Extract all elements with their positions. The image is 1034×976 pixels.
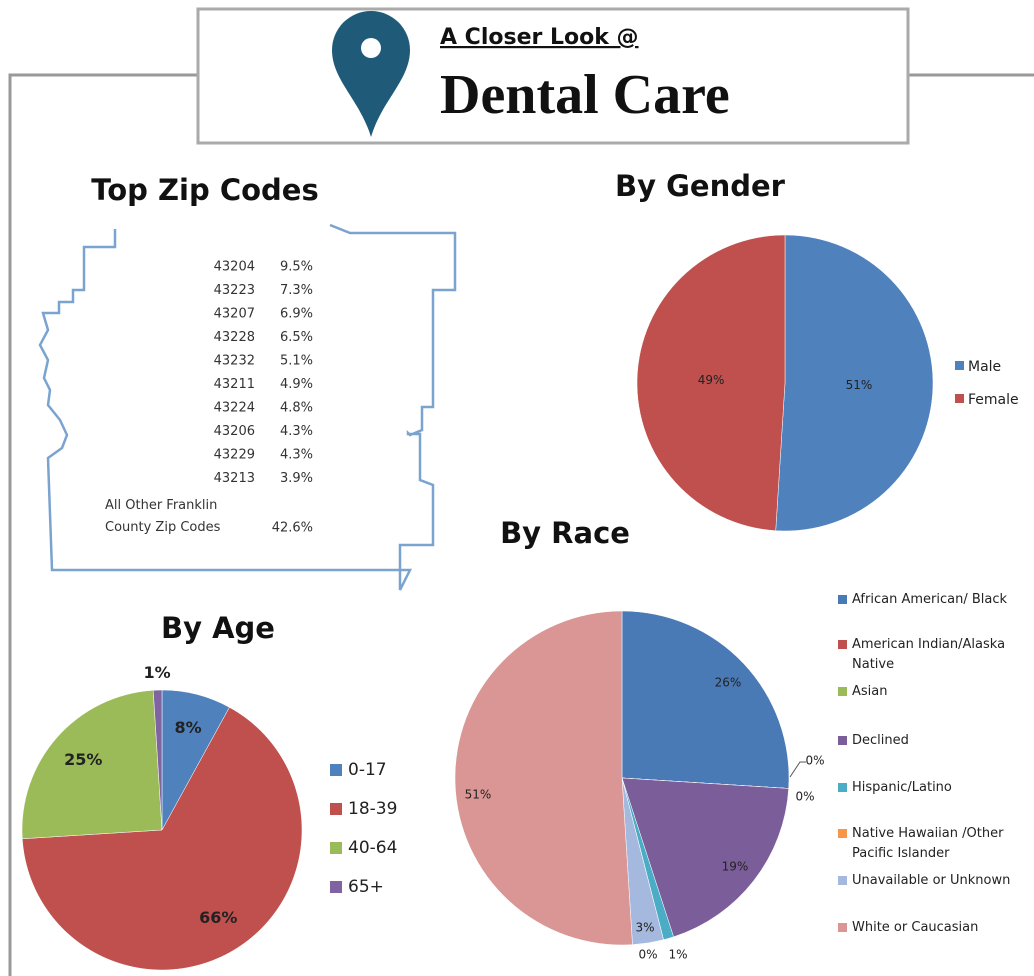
zip-title: Top Zip Codes — [91, 173, 318, 207]
data-label: 0% — [805, 754, 824, 768]
data-label: 49% — [698, 373, 725, 387]
legend-swatch — [838, 876, 847, 885]
data-label: 26% — [715, 676, 742, 690]
data-label: 0% — [638, 948, 657, 962]
legend-swatch — [955, 361, 964, 370]
legend-swatch — [330, 764, 342, 776]
legend-swatch — [838, 595, 847, 604]
legend-label: Female — [968, 392, 1019, 408]
legend-label: Male — [968, 359, 1001, 375]
pie-slice — [621, 777, 789, 938]
pin-icon — [332, 11, 410, 137]
zip-code: 43223 — [214, 283, 255, 298]
legend-label: 18-39 — [348, 799, 397, 819]
pie-slice — [21, 690, 163, 840]
frame — [8, 73, 1034, 976]
zip-code: 43228 — [214, 330, 255, 345]
pie-slice — [621, 610, 790, 789]
legend-swatch — [838, 783, 847, 792]
chart-title: By Race — [500, 516, 630, 550]
leader-line — [789, 761, 806, 778]
legend-swatch — [838, 829, 847, 838]
zip-percent: 4.8% — [280, 401, 313, 416]
zip-percent: 6.5% — [280, 330, 313, 345]
chart-title: By Gender — [615, 169, 786, 203]
legend-label: Native Hawaiian /Other Pacific Islander — [852, 826, 1004, 861]
legend-label: Hispanic/Latino — [852, 780, 952, 795]
header-kicker: A Closer Look @ — [440, 25, 639, 50]
legend-label: Asian — [852, 684, 888, 699]
zip-percent: 4.9% — [280, 377, 313, 392]
legend-label: American Indian/Alaska Native — [852, 637, 1006, 672]
data-label: 0% — [795, 790, 814, 804]
zip-code: 43232 — [214, 354, 255, 369]
legend-swatch — [330, 803, 342, 815]
zip-percent: 5.1% — [280, 354, 313, 369]
data-label: 3% — [635, 921, 654, 935]
data-label: 51% — [846, 378, 873, 392]
legend-swatch — [330, 842, 342, 854]
legend-swatch — [838, 640, 847, 649]
pin-hole — [361, 38, 381, 58]
data-label: 8% — [175, 718, 202, 737]
zip-code: 43211 — [214, 377, 255, 392]
legend-swatch — [838, 923, 847, 932]
zip-percent: 6.9% — [280, 307, 313, 322]
legend-label: 0-17 — [348, 760, 387, 780]
zip-code: 43224 — [214, 401, 255, 416]
data-label: 25% — [64, 750, 102, 769]
pie-slice — [775, 234, 934, 532]
county-map — [38, 223, 457, 591]
pie-slice — [22, 706, 303, 971]
pie-slice — [454, 610, 633, 946]
pie-slice — [636, 234, 786, 531]
header-title: Dental Care — [440, 64, 730, 126]
zip-percent: 3.9% — [280, 471, 313, 486]
data-label: 1% — [143, 663, 170, 682]
legend-label: Unavailable or Unknown — [852, 873, 1011, 888]
legend-swatch — [330, 881, 342, 893]
zip-code: 43206 — [214, 424, 255, 439]
legend-label: 40-64 — [348, 838, 397, 858]
data-label: 66% — [199, 908, 237, 927]
pie-slice — [152, 689, 163, 831]
legend-label: 65+ — [348, 877, 384, 897]
zip-code: 43213 — [214, 471, 255, 486]
header-box — [196, 7, 910, 145]
zip-percent: 7.3% — [280, 283, 313, 298]
zip-other-label: All Other Franklin County Zip Codes — [105, 498, 221, 535]
data-label: 1% — [668, 948, 687, 962]
zip-code: 43207 — [214, 307, 255, 322]
chart-title: By Age — [161, 611, 275, 645]
zip-percent: 4.3% — [280, 448, 313, 463]
data-label: 19% — [722, 860, 749, 874]
legend-label: African American/ Black — [852, 592, 1007, 607]
legend-swatch — [955, 394, 964, 403]
zip-code: 43204 — [214, 260, 255, 275]
zip-percent: 4.3% — [280, 424, 313, 439]
zip-code: 43229 — [214, 448, 255, 463]
legend-label: Declined — [852, 733, 909, 748]
data-label: 51% — [465, 788, 492, 802]
legend-swatch — [838, 687, 847, 696]
legend-swatch — [838, 736, 847, 745]
zip-other-percent: 42.6% — [272, 521, 313, 536]
legend-label: White or Caucasian — [852, 920, 979, 935]
zip-percent: 9.5% — [280, 260, 313, 275]
